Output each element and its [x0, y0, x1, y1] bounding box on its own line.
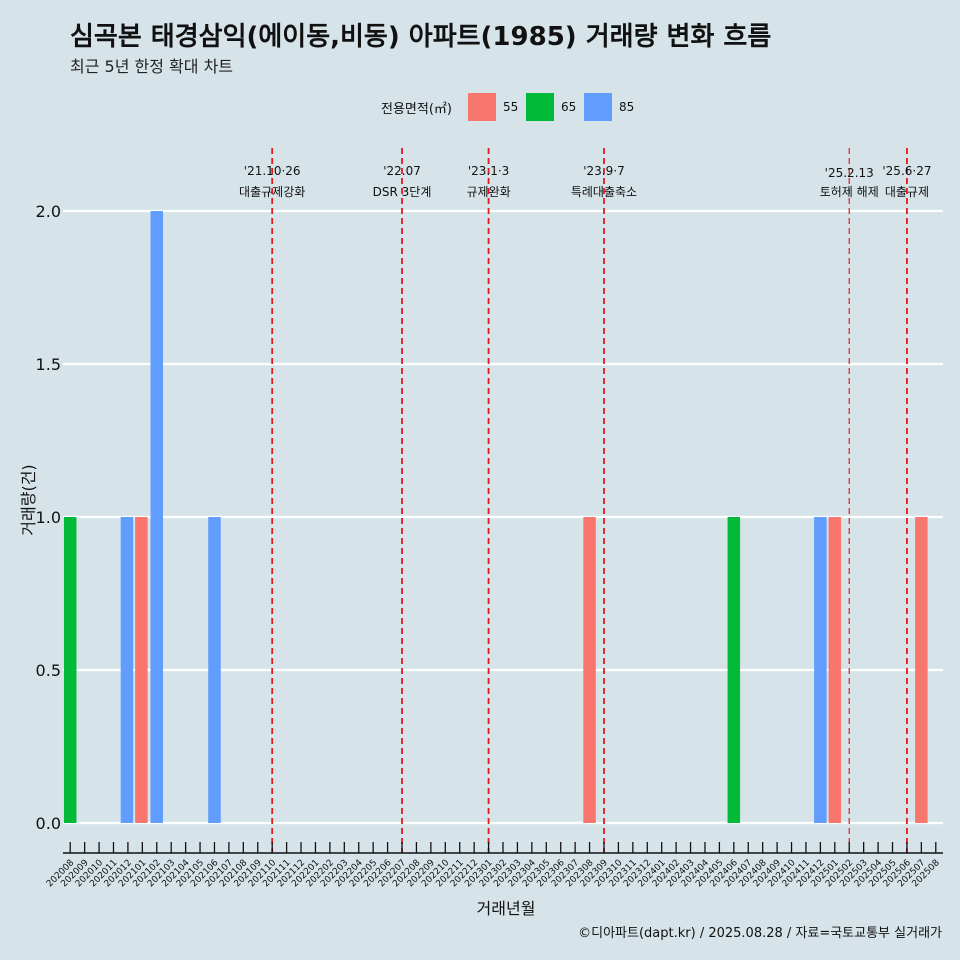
legend-key-55 [468, 93, 496, 121]
event-name-label: 특례대출축소 [571, 185, 637, 199]
bar-55-202308 [583, 517, 596, 823]
legend-key-85 [584, 93, 612, 121]
y-tick-label: 2.0 [36, 202, 61, 221]
legend-title: 전용면적(㎡) [381, 102, 452, 117]
y-axis-title: 거래량(건) [19, 464, 38, 535]
event-lines: '21.10·26 대출규제강화 '22.07 DSR 3단계 '23.1·3 규제완화 '… [239, 148, 931, 853]
bar-55-202012 [135, 517, 148, 823]
chart-subtitle: 최근 5년 한정 확대 차트 [70, 57, 234, 76]
event-name-label: 규제완화 [466, 185, 510, 199]
y-tick-label: 0.0 [36, 814, 61, 833]
y-tick-label: 1.0 [36, 508, 61, 527]
source-caption: ©디아파트(dapt.kr) / 2025.08.28 / 자료=국토교통부 실… [578, 926, 942, 941]
event-name-label: 대출규제강화 [239, 185, 305, 199]
event-name-label: 토허제 해제 [820, 185, 879, 199]
axis-labels: 0.00.51.01.52.02020082020092020102020112… [19, 202, 942, 918]
legend-label-85: 85 [619, 100, 635, 114]
bar-85-202412 [814, 517, 827, 823]
bar-85-202106 [208, 517, 221, 823]
event-date-label: '25.6·27 [882, 164, 931, 178]
event-name-label: DSR 3단계 [373, 185, 432, 199]
legend: 전용면적(㎡) 55 65 85 [0, 92, 960, 122]
bar-85-202102 [150, 211, 164, 823]
legend-label-55: 55 [503, 100, 519, 114]
bars [63, 211, 928, 823]
bar-85-202012 [120, 517, 134, 823]
event-date-label: '23.9·7 [583, 164, 624, 178]
chart-title: 심곡본 태경삼익(에이동,비동) 아파트(1985) 거래량 변화 흐름 [70, 22, 772, 52]
y-tick-label: 0.5 [36, 661, 61, 680]
bar-65-202406 [727, 517, 741, 823]
event-name-label: 대출규제 [885, 185, 929, 199]
y-tick-label: 1.5 [36, 355, 61, 374]
gridlines [63, 209, 943, 825]
legend-key-65 [526, 93, 554, 121]
event-date-label: '21.10·26 [244, 164, 301, 178]
bar-55-202507 [915, 517, 928, 823]
bar-65-202008 [63, 517, 77, 823]
event-date-label: '25.2.13 [825, 166, 874, 180]
event-date-label: '22.07 [383, 164, 421, 178]
legend-label-65: 65 [561, 100, 577, 114]
event-date-label: '23.1·3 [468, 164, 509, 178]
x-axis [63, 842, 943, 854]
bar-55-202501 [828, 517, 842, 823]
x-axis-title: 거래년월 [477, 899, 536, 918]
